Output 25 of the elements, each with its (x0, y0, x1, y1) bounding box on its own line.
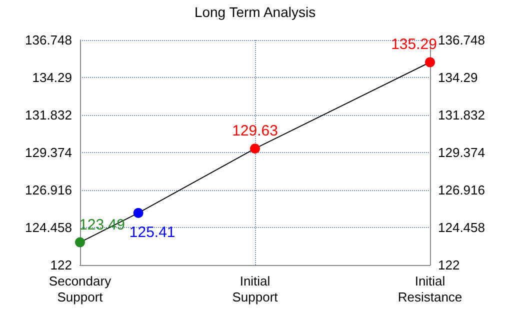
y2-tick-label: 136.748 (438, 32, 485, 48)
point (133, 208, 144, 218)
y-tick-label: 126.916 (25, 182, 72, 198)
y2-tick-label: 129.374 (438, 145, 485, 160)
x-tick-label: Initial Support (232, 274, 278, 304)
point (250, 144, 260, 154)
data-label: 129.63 (232, 122, 278, 140)
y-tick-label: 124.458 (25, 220, 72, 235)
y-tick-label: 129.374 (25, 145, 72, 160)
y2-tick-label: 122 (438, 258, 460, 272)
x-tick-label: Initial Resistance (398, 274, 462, 304)
chart-title: Long Term Analysis (194, 4, 316, 20)
point (75, 237, 85, 248)
y2-tick-label: 131.832 (438, 108, 485, 122)
data-label: 125.41 (129, 224, 176, 241)
y2-tick-label: 126.916 (438, 182, 485, 198)
x-tick-label: Secondary Support (48, 274, 112, 304)
y2-tick-label: 124.458 (438, 220, 485, 235)
data-label: 135.29 (391, 36, 437, 54)
y-tick-label: 136.748 (25, 32, 72, 48)
y-tick-label: 122 (50, 258, 72, 272)
y2-tick-label: 134.29 (438, 70, 478, 85)
y-tick-label: 131.832 (25, 108, 72, 122)
y-tick-label: 134.29 (32, 70, 72, 85)
point (425, 57, 435, 68)
